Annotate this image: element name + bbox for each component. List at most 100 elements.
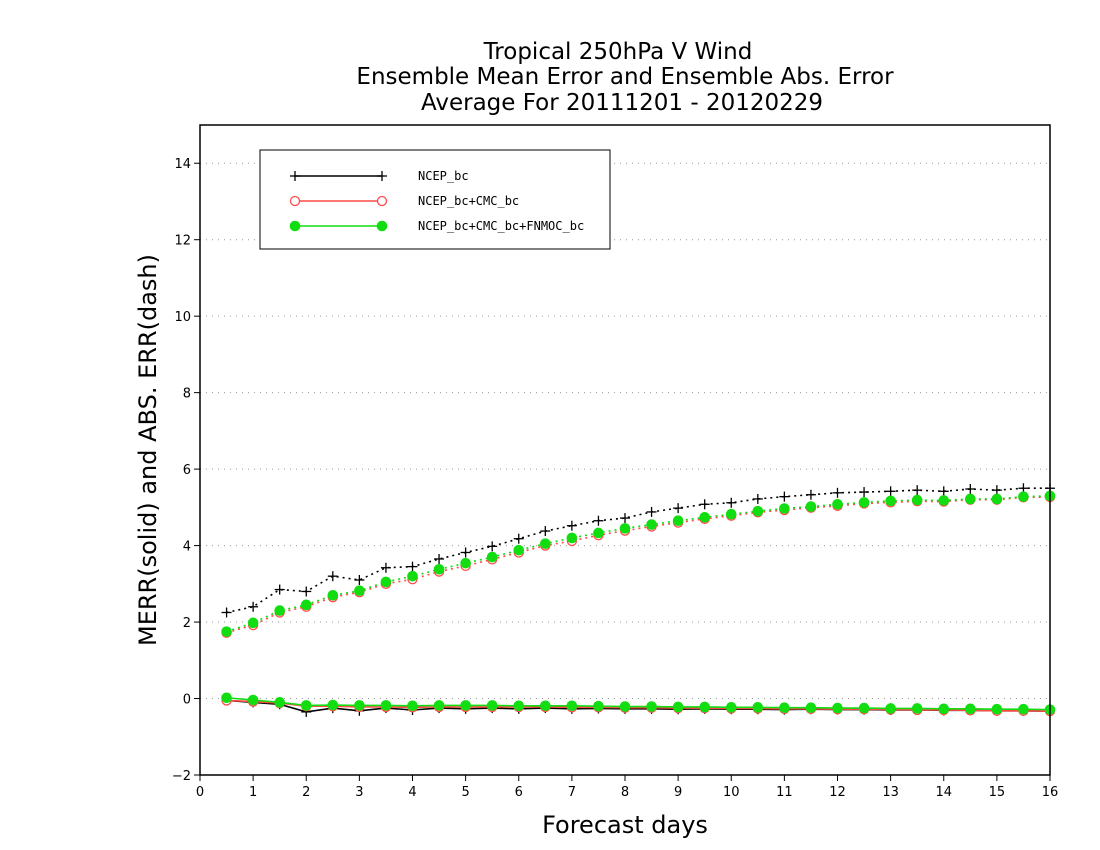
- x-tick-label: 3: [355, 785, 363, 800]
- filled-circle-marker: [619, 701, 631, 712]
- filled-circle-marker: [991, 493, 1003, 505]
- abs-err-line: [226, 495, 1051, 633]
- plus-marker: [290, 171, 300, 181]
- plus-marker: [805, 489, 816, 500]
- plus-marker: [274, 584, 285, 595]
- filled-circle-marker: [938, 495, 950, 506]
- legend-entry-2: NCEP_bc+CMC_bc: [289, 194, 519, 208]
- filled-circle-marker: [965, 493, 976, 505]
- plus-marker: [513, 533, 524, 544]
- title-line-3: Average For 20111201 - 20120229: [421, 90, 823, 116]
- filled-circle-marker: [566, 700, 578, 712]
- y-tick-label: 4: [183, 540, 191, 555]
- plus-marker: [726, 497, 737, 508]
- x-tick-label: 6: [515, 785, 523, 800]
- filled-circle-marker: [965, 703, 976, 715]
- filled-circle-marker: [460, 557, 471, 569]
- x-tick-label: 7: [568, 785, 576, 800]
- plus-marker: [221, 607, 232, 618]
- open-circle-marker: [289, 195, 301, 207]
- plus-marker: [593, 515, 604, 526]
- filled-circle-marker: [380, 700, 392, 711]
- filled-circle-marker: [274, 697, 285, 708]
- filled-circle-marker: [513, 544, 525, 556]
- filled-circle-marker: [699, 701, 710, 713]
- plus-marker: [380, 562, 391, 573]
- filled-circle-marker: [247, 694, 259, 706]
- plus-marker: [885, 486, 896, 497]
- filled-circle-marker: [885, 703, 896, 714]
- series-1: [221, 483, 1055, 717]
- x-tick-label: 2: [302, 785, 310, 800]
- y-tick-label: 6: [183, 463, 191, 478]
- grid: [200, 162, 1050, 700]
- filled-circle-marker: [779, 503, 790, 514]
- plus-marker: [699, 499, 710, 510]
- y-tick-label: 0: [183, 693, 191, 708]
- filled-circle-marker: [805, 501, 817, 512]
- filled-circle-marker: [247, 617, 259, 629]
- filled-circle-marker: [752, 505, 764, 517]
- plus-marker: [673, 503, 684, 514]
- plus-marker: [407, 561, 418, 572]
- filled-circle-marker: [911, 494, 923, 506]
- filled-circle-marker: [327, 589, 339, 601]
- filled-circle-marker: [858, 497, 870, 508]
- legend-entry-3: NCEP_bc+CMC_bc+FNMOC_bc: [289, 219, 584, 233]
- filled-circle-marker: [619, 523, 631, 534]
- series-3: [221, 490, 1056, 715]
- plus-marker: [991, 485, 1002, 496]
- open-circle-marker: [376, 195, 388, 207]
- plus-marker: [965, 484, 976, 494]
- filled-circle-marker: [991, 703, 1003, 715]
- chart-title: Tropical 250hPa V Wind Ensemble Mean Err…: [356, 39, 894, 116]
- filled-circle-marker: [274, 605, 285, 616]
- filled-circle-marker: [593, 527, 604, 539]
- filled-circle-marker: [221, 692, 232, 704]
- legend-label: NCEP_bc+CMC_bc: [418, 194, 519, 208]
- filled-circle-marker: [221, 626, 232, 637]
- filled-circle-marker: [486, 700, 498, 711]
- abs-err-line: [226, 487, 1050, 614]
- filled-circle-marker: [832, 498, 843, 510]
- plus-marker: [487, 541, 498, 552]
- filled-circle-marker: [646, 519, 657, 530]
- plus-marker: [354, 575, 365, 585]
- filled-circle-marker: [1018, 703, 1029, 715]
- filled-circle-marker: [566, 532, 578, 544]
- x-tick-label: 0: [196, 785, 204, 800]
- plus-marker: [540, 526, 551, 537]
- filled-circle-marker: [289, 220, 301, 232]
- x-tick-label: 8: [621, 785, 629, 800]
- filled-circle-marker: [699, 511, 710, 523]
- filled-circle-marker: [376, 220, 388, 232]
- plus-marker: [646, 506, 657, 517]
- x-tick-label: 9: [674, 785, 682, 800]
- filled-circle-marker: [672, 515, 684, 527]
- x-tick-label: 15: [989, 785, 1006, 800]
- legend-label: NCEP_bc+CMC_bc+FNMOC_bc: [418, 219, 584, 233]
- x-tick-label: 12: [829, 785, 846, 800]
- abs-err-line: [226, 496, 1051, 634]
- y-tick-label: 2: [183, 616, 191, 631]
- title-line-1: Tropical 250hPa V Wind: [483, 39, 753, 65]
- filled-circle-marker: [646, 701, 657, 712]
- plus-marker: [377, 171, 387, 181]
- x-tick-label: 14: [935, 785, 952, 800]
- filled-circle-marker: [540, 538, 551, 549]
- legend: NCEP_bc NCEP_bc+CMC_bc NCEP_bc+CMC_bc+FNMO…: [259, 149, 611, 250]
- plus-marker: [938, 486, 949, 497]
- series-layer: [221, 483, 1056, 717]
- filled-circle-marker: [300, 700, 312, 711]
- plus-marker: [327, 571, 338, 582]
- x-tick-label: 5: [461, 785, 469, 800]
- x-tick-label: 11: [776, 785, 793, 800]
- filled-circle-marker: [354, 700, 365, 711]
- filled-circle-marker: [433, 700, 445, 711]
- plus-marker: [460, 547, 471, 558]
- x-tick-label: 1: [249, 785, 257, 800]
- legend-box: [259, 149, 611, 250]
- filled-circle-marker: [832, 702, 843, 714]
- filled-circle-marker: [752, 702, 764, 713]
